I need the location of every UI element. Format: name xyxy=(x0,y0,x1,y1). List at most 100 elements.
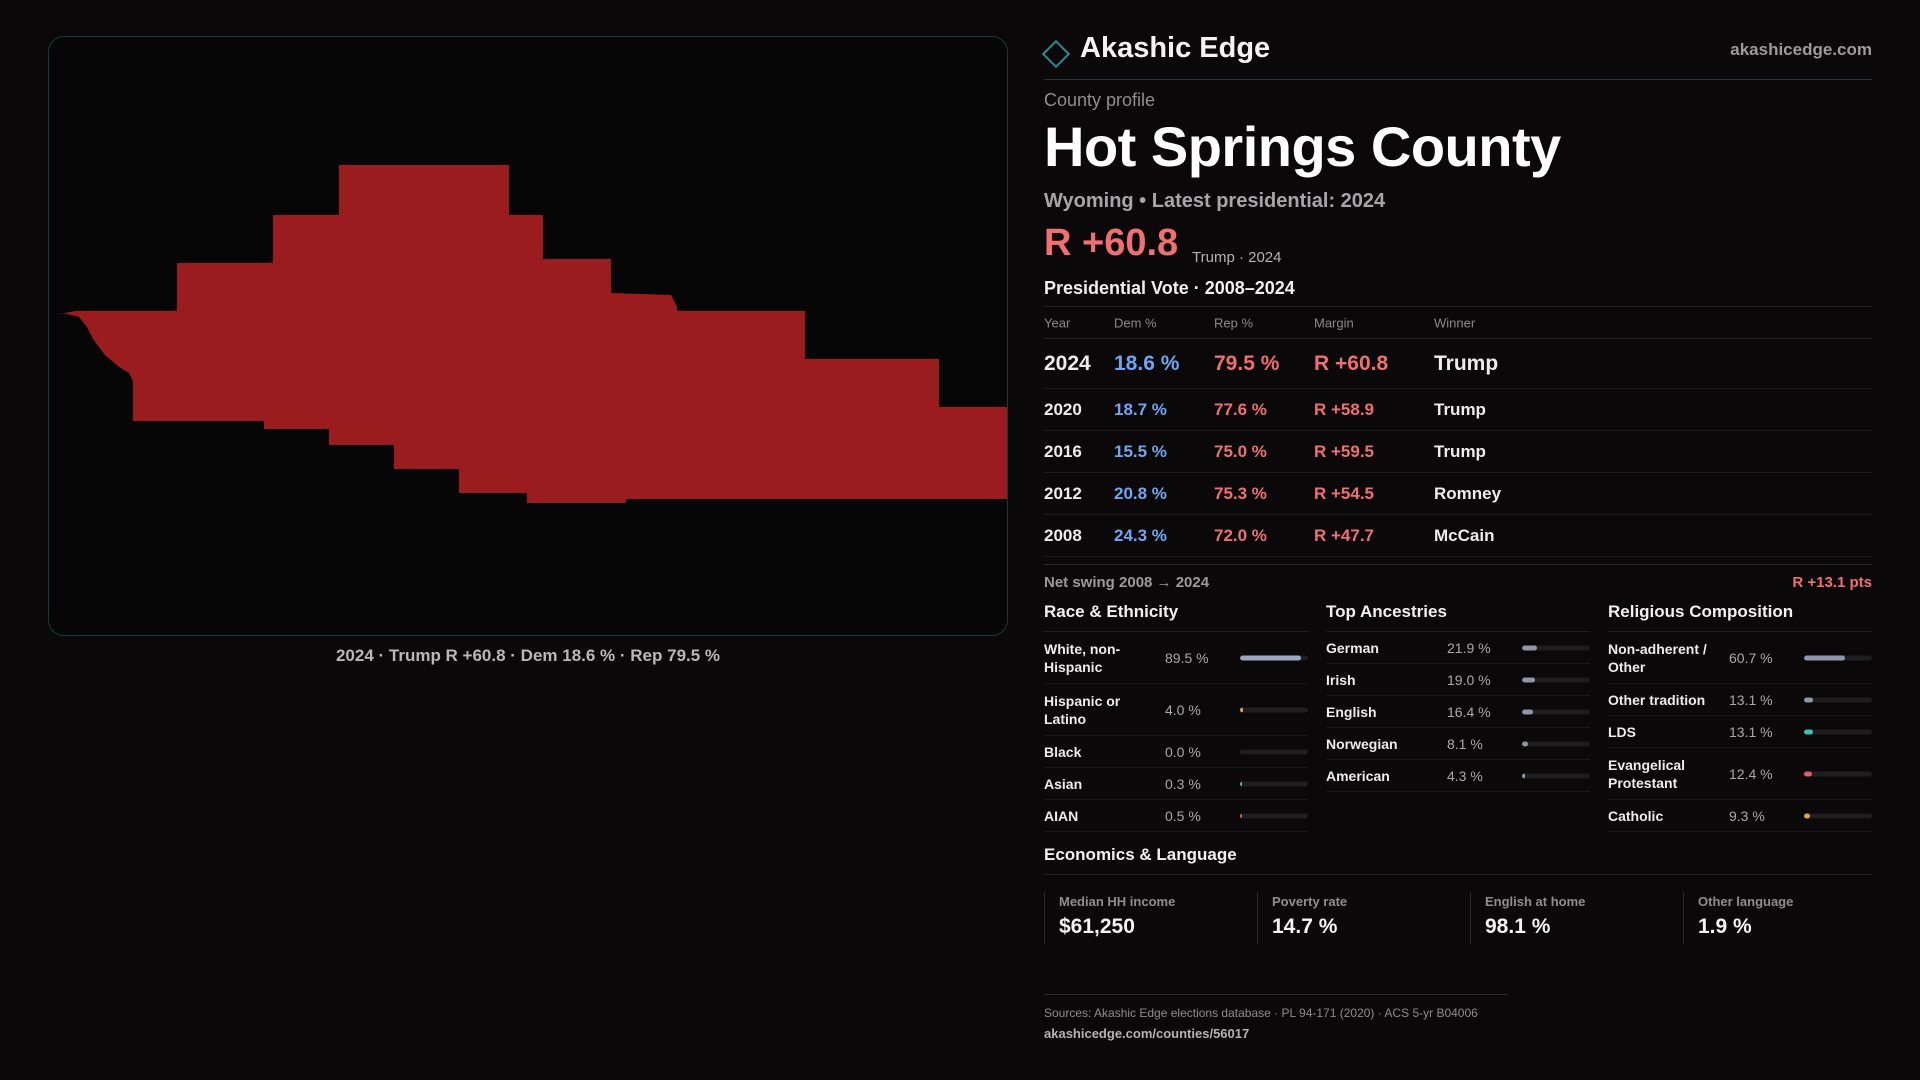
ancestry-title: Top Ancestries xyxy=(1326,602,1590,632)
item-value: 0.5 % xyxy=(1165,807,1201,824)
item-label: English xyxy=(1326,703,1377,720)
stat-card-english-at-home: English at home 98.1 % xyxy=(1470,892,1668,944)
county-shape[interactable] xyxy=(55,165,1008,503)
item-label: AIAN xyxy=(1044,807,1079,824)
religion-section: Religious Composition Non-adherent / Oth… xyxy=(1608,602,1872,832)
item-label: German xyxy=(1326,639,1379,656)
diamond-logo-icon xyxy=(1041,39,1071,69)
list-item: German 21.9 % xyxy=(1326,632,1590,664)
table-row: 2016 15.5 % 75.0 % R +59.5 Trump xyxy=(1044,431,1872,473)
row-dem: 18.7 % xyxy=(1114,399,1167,419)
row-rep: 72.0 % xyxy=(1214,525,1267,545)
share-bar-fill xyxy=(1522,741,1528,746)
list-item: Asian 0.3 % xyxy=(1044,768,1308,800)
item-value: 13.1 % xyxy=(1729,691,1773,708)
stat-value: 1.9 % xyxy=(1698,915,1752,938)
share-bar-fill xyxy=(1804,771,1813,776)
item-value: 16.4 % xyxy=(1447,703,1491,720)
row-margin: R +47.7 xyxy=(1314,525,1375,545)
share-bar xyxy=(1240,813,1308,818)
item-value: 21.9 % xyxy=(1447,639,1491,656)
race-ethnicity-section: Race & Ethnicity White, non-Hispanic 89.… xyxy=(1044,602,1308,832)
county-map-panel[interactable] xyxy=(48,36,1008,636)
brand-name[interactable]: Akashic Edge xyxy=(1080,32,1271,64)
item-label: Other tradition xyxy=(1608,691,1706,708)
net-swing-value: R +13.1 pts xyxy=(1792,574,1872,591)
row-margin: R +60.8 xyxy=(1314,351,1389,375)
row-winner: Trump xyxy=(1434,351,1499,375)
latest-margin: R +60.8 xyxy=(1044,222,1179,264)
item-value: 4.0 % xyxy=(1165,701,1201,718)
share-bar-fill xyxy=(1240,781,1243,786)
item-value: 4.3 % xyxy=(1447,767,1483,784)
share-bar xyxy=(1240,707,1308,712)
item-value: 8.1 % xyxy=(1447,735,1483,752)
table-row: 2008 24.3 % 72.0 % R +47.7 McCain xyxy=(1044,515,1872,557)
share-bar-fill xyxy=(1804,697,1813,702)
item-label: Irish xyxy=(1326,671,1356,688)
share-bar xyxy=(1804,771,1872,776)
stat-card-median-income: Median HH income $61,250 xyxy=(1044,892,1242,944)
vote-history-table: Year Dem % Rep % Margin Winner 2024 18.6… xyxy=(1044,306,1872,557)
header-year: Year xyxy=(1044,315,1071,330)
header-rep: Rep % xyxy=(1214,315,1254,330)
list-item: Evangelical Protestant 12.4 % xyxy=(1608,748,1872,800)
list-item: Catholic 9.3 % xyxy=(1608,800,1872,832)
sources-divider xyxy=(1044,994,1508,995)
share-bar-fill xyxy=(1804,813,1811,818)
vote-history-title: Presidential Vote · 2008–2024 xyxy=(1044,278,1295,298)
row-year: 2016 xyxy=(1044,441,1082,461)
list-item: Hispanic or Latino 4.0 % xyxy=(1044,684,1308,736)
share-bar-fill xyxy=(1522,645,1537,650)
latest-margin-note: Trump · 2024 xyxy=(1192,249,1282,266)
share-bar xyxy=(1522,741,1590,746)
sources-text: Sources: Akashic Edge elections database… xyxy=(1044,1006,1478,1020)
row-margin: R +59.5 xyxy=(1314,441,1375,461)
brand-url-link[interactable]: akashicedge.com xyxy=(1730,40,1872,59)
county-map[interactable] xyxy=(49,37,1008,636)
share-bar-fill xyxy=(1522,773,1525,778)
stat-label: Median HH income xyxy=(1059,894,1176,909)
stat-value: 98.1 % xyxy=(1485,915,1551,938)
list-item: Non-adherent / Other 60.7 % xyxy=(1608,632,1872,684)
share-bar xyxy=(1804,655,1872,660)
item-label: Asian xyxy=(1044,775,1083,792)
brand-header: Akashic Edge akashicedge.com xyxy=(1041,32,1872,80)
item-value: 13.1 % xyxy=(1729,723,1773,740)
row-rep: 77.6 % xyxy=(1214,399,1267,419)
share-bar xyxy=(1522,709,1590,714)
share-bar xyxy=(1522,677,1590,682)
eyebrow-label: County profile xyxy=(1044,90,1156,110)
race-ethnicity-title: Race & Ethnicity xyxy=(1044,602,1308,632)
header-winner: Winner xyxy=(1434,315,1476,330)
item-label: Non-adherent / Other xyxy=(1608,640,1707,675)
item-label: Black xyxy=(1044,743,1082,760)
page-title: Hot Springs County xyxy=(1044,115,1561,178)
item-value: 19.0 % xyxy=(1447,671,1491,688)
share-bar-fill xyxy=(1804,729,1813,734)
row-dem: 24.3 % xyxy=(1114,525,1167,545)
row-rep: 75.3 % xyxy=(1214,483,1267,503)
state-subline: Wyoming • Latest presidential: 2024 xyxy=(1044,190,1386,212)
list-item: Other tradition 13.1 % xyxy=(1608,684,1872,716)
row-year: 2012 xyxy=(1044,483,1082,503)
stat-value: 14.7 % xyxy=(1272,915,1338,938)
list-item: Norwegian 8.1 % xyxy=(1326,728,1590,760)
list-item: White, non-Hispanic 89.5 % xyxy=(1044,632,1308,684)
row-year: 2024 xyxy=(1044,351,1091,375)
share-bar-fill xyxy=(1522,677,1535,682)
share-bar-fill xyxy=(1240,813,1243,818)
table-row: 2020 18.7 % 77.6 % R +58.9 Trump xyxy=(1044,389,1872,431)
ancestry-section: Top Ancestries German 21.9 % Irish 19.0 … xyxy=(1326,602,1590,792)
share-bar xyxy=(1804,729,1872,734)
net-swing-label: Net swing 2008 → 2024 xyxy=(1044,574,1210,591)
item-label: Hispanic or Latino xyxy=(1044,692,1121,727)
item-value: 12.4 % xyxy=(1729,765,1773,782)
item-value: 0.3 % xyxy=(1165,775,1201,792)
table-row: 2024 18.6 % 79.5 % R +60.8 Trump xyxy=(1044,339,1872,389)
row-dem: 15.5 % xyxy=(1114,441,1167,461)
sources-link[interactable]: akashicedge.com/counties/56017 xyxy=(1044,1026,1250,1041)
table-header: Year Dem % Rep % Margin Winner xyxy=(1044,307,1872,339)
row-rep: 75.0 % xyxy=(1214,441,1267,461)
religion-title: Religious Composition xyxy=(1608,602,1872,632)
